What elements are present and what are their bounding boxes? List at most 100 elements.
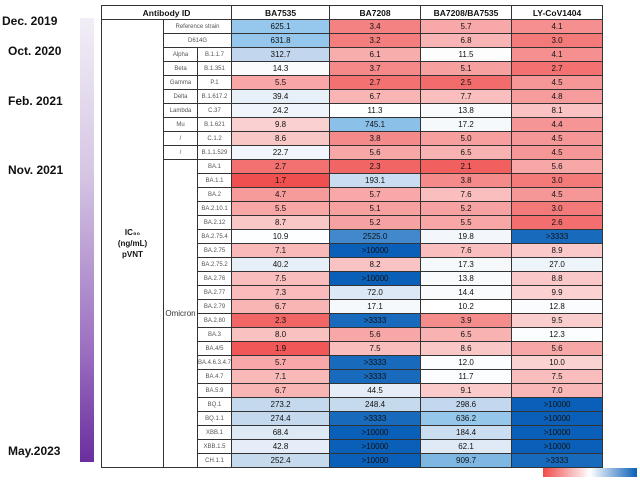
- ic50-value-cell: 5.7: [231, 355, 331, 370]
- ic50-value-cell: 8.8: [511, 271, 604, 286]
- lineage-cell: BA.2.77: [196, 285, 233, 300]
- table-row: BA.2.76 7.5 >10000 13.8 8.8: [102, 271, 604, 286]
- timeline-gradient-bar: [80, 18, 94, 462]
- ic50-value-cell: 12.3: [511, 327, 604, 342]
- ic50-value-cell: 12.0: [420, 355, 513, 370]
- ic50-label-line: IC₅₀: [124, 228, 141, 237]
- ic50-value-cell: 9.9: [511, 285, 604, 300]
- ic50-value-cell: 2.7: [329, 75, 422, 90]
- lineage-cell: BA.2.76: [196, 271, 233, 286]
- timeline-label: Feb. 2021: [8, 94, 63, 108]
- color-scale-legend: [543, 468, 637, 477]
- lineage-cell: BA.2: [196, 187, 233, 202]
- ic50-value-cell: 7.0: [511, 383, 604, 398]
- ic50-value-cell: 17.3: [420, 257, 513, 272]
- lineage-cell: BA.1.1: [196, 173, 233, 188]
- ic50-value-cell: 2.5: [420, 75, 513, 90]
- table-row: BA.5.9 6.7 44.5 9.1 7.0: [102, 383, 604, 398]
- ic50-value-cell: 7.6: [420, 187, 513, 202]
- ic50-value-cell: 274.4: [231, 411, 331, 426]
- ic50-value-cell: >10000: [511, 411, 604, 426]
- ic50-value-cell: 10.2: [420, 299, 513, 314]
- ic50-value-cell: 745.1: [329, 117, 422, 132]
- ic50-value-cell: 6.1: [329, 47, 422, 62]
- ic50-value-cell: 27.0: [511, 257, 604, 272]
- lineage-cell: BA.2.79: [196, 299, 233, 314]
- ic50-value-cell: 3.0: [511, 33, 604, 48]
- ic50-value-cell: 44.5: [329, 383, 422, 398]
- antibody-header: BA7208/BA7535: [420, 5, 513, 20]
- ic50-table: Antibody ID BA7535 BA7208 BA7208/BA7535 …: [100, 5, 604, 468]
- table-row: BA.2.80 2.3 >3333 3.9 9.5: [102, 313, 604, 328]
- lineage-cell: BQ.1: [196, 397, 233, 412]
- ic50-value-cell: 1.9: [231, 341, 331, 356]
- ic50-value-cell: 68.4: [231, 425, 331, 440]
- ic50-value-cell: 2.3: [329, 159, 422, 174]
- ic50-value-cell: 2.7: [511, 61, 604, 76]
- lineage-cell: BA.4.6.3.4.7: [196, 355, 233, 370]
- ic50-value-cell: 7.5: [511, 369, 604, 384]
- ic50-value-cell: 22.7: [231, 145, 331, 160]
- table-row: BA.1.1 1.7 193.1 3.8 3.0: [102, 173, 604, 188]
- lineage-cell: Delta: [163, 89, 198, 104]
- ic50-value-cell: 42.8: [231, 439, 331, 454]
- ic50-value-cell: 5.7: [420, 19, 513, 34]
- ic50-value-cell: 8.0: [231, 327, 331, 342]
- ic50-value-cell: 13.8: [420, 103, 513, 118]
- antibody-header: BA7208: [329, 5, 422, 20]
- ic50-value-cell: 5.6: [511, 159, 604, 174]
- timeline-label: May.2023: [8, 444, 61, 458]
- table-row: BA.2.10.1 5.5 5.1 5.2 3.0: [102, 201, 604, 216]
- ic50-value-cell: 4.8: [511, 89, 604, 104]
- ic50-value-cell: 4.4: [511, 117, 604, 132]
- ic50-value-cell: 298.6: [420, 397, 513, 412]
- table-row: Alpha B.1.1.7 312.7 6.1 11.5 4.1: [102, 47, 604, 62]
- ic50-value-cell: 17.1: [329, 299, 422, 314]
- lineage-cell: Beta: [163, 61, 198, 76]
- pango-lineage-cell: C.37: [196, 103, 233, 118]
- lineage-cell: BA.4/5: [196, 341, 233, 356]
- pango-lineage-cell: B.1.617.2: [196, 89, 233, 104]
- pango-lineage-cell: B.1.1.529: [196, 145, 233, 160]
- lineage-cell: XBB.1.5: [196, 439, 233, 454]
- ic50-value-cell: 625.1: [231, 19, 331, 34]
- ic50-value-cell: 4.5: [511, 131, 604, 146]
- lineage-cell: D614G: [162, 33, 233, 48]
- table-body: IC₅₀ (ng/mL) pVNT Reference strain 625.1 3.4 5…: [101, 19, 604, 468]
- ic50-value-cell: 3.8: [420, 173, 513, 188]
- ic50-value-cell: >3333: [511, 453, 604, 468]
- ic50-value-cell: 11.5: [420, 47, 513, 62]
- ic50-value-cell: >10000: [329, 453, 422, 468]
- ic50-value-cell: 3.0: [511, 201, 604, 216]
- ic50-value-cell: >3333: [511, 229, 604, 244]
- ic50-value-cell: 252.4: [231, 453, 331, 468]
- lineage-cell: BA.5.9: [196, 383, 233, 398]
- lineage-cell: Alpha: [163, 47, 198, 62]
- ic50-value-cell: 6.7: [231, 383, 331, 398]
- ic50-value-cell: 10.0: [511, 355, 604, 370]
- ic50-value-cell: 7.3: [231, 285, 331, 300]
- ic50-value-cell: >3333: [329, 355, 422, 370]
- ic50-value-cell: 2.1: [420, 159, 513, 174]
- table-row: CH.1.1 252.4 >10000 909.7 >3333: [102, 453, 604, 468]
- ic50-value-cell: 8.1: [511, 103, 604, 118]
- ic50-group-label: IC₅₀ (ng/mL) pVNT: [101, 19, 164, 468]
- lineage-cell: BA.2.75.4: [196, 229, 233, 244]
- ic50-value-cell: 7.5: [329, 341, 422, 356]
- ic50-value-cell: >10000: [511, 439, 604, 454]
- table-row: BQ.1 273.2 248.4 298.6 >10000: [102, 397, 604, 412]
- ic50-value-cell: 248.4: [329, 397, 422, 412]
- ic50-value-cell: 14.3: [231, 61, 331, 76]
- ic50-value-cell: 184.4: [420, 425, 513, 440]
- ic50-value-cell: >3333: [329, 411, 422, 426]
- ic50-value-cell: 5.6: [511, 341, 604, 356]
- ic50-value-cell: 4.1: [511, 47, 604, 62]
- ic50-value-cell: 6.5: [420, 327, 513, 342]
- table-row: Gamma P.1 5.5 2.7 2.5 4.5: [102, 75, 604, 90]
- ic50-value-cell: 2.7: [231, 159, 331, 174]
- ic50-value-cell: 7.1: [231, 369, 331, 384]
- pango-lineage-cell: B.1.351: [196, 61, 233, 76]
- table-row: BA.4.6.3.4.7 5.7 >3333 12.0 10.0: [102, 355, 604, 370]
- table-row: IC₅₀ (ng/mL) pVNT Reference strain 625.1 3.4 5…: [101, 19, 604, 468]
- ic50-value-cell: 6.5: [420, 145, 513, 160]
